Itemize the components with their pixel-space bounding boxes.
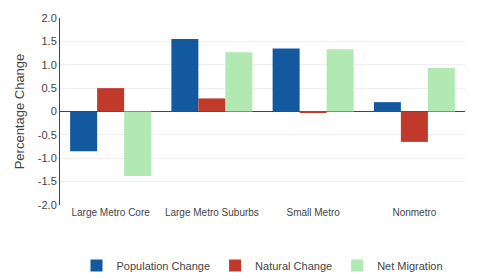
svg-text:Small Metro: Small Metro	[286, 207, 340, 218]
svg-text:-1.0: -1.0	[38, 152, 57, 164]
svg-text:Percentage Change: Percentage Change	[12, 54, 27, 170]
svg-text:-0.5: -0.5	[38, 129, 57, 141]
svg-text:-2.0: -2.0	[38, 199, 57, 211]
svg-text:Natural Change: Natural Change	[255, 260, 332, 272]
svg-text:1.5: 1.5	[42, 35, 57, 47]
svg-text:-1.5: -1.5	[38, 175, 57, 187]
svg-text:1.0: 1.0	[42, 59, 57, 71]
svg-text:Large Metro Core: Large Metro Core	[71, 207, 150, 218]
svg-text:Net Migration: Net Migration	[377, 260, 442, 272]
svg-text:0.5: 0.5	[42, 82, 57, 94]
svg-text:0: 0	[51, 105, 57, 117]
svg-text:Large Metro Suburbs: Large Metro Suburbs	[165, 207, 259, 218]
svg-text:Population Change: Population Change	[117, 260, 211, 272]
svg-text:2.0: 2.0	[42, 12, 57, 24]
svg-text:Nonmetro: Nonmetro	[392, 207, 436, 218]
